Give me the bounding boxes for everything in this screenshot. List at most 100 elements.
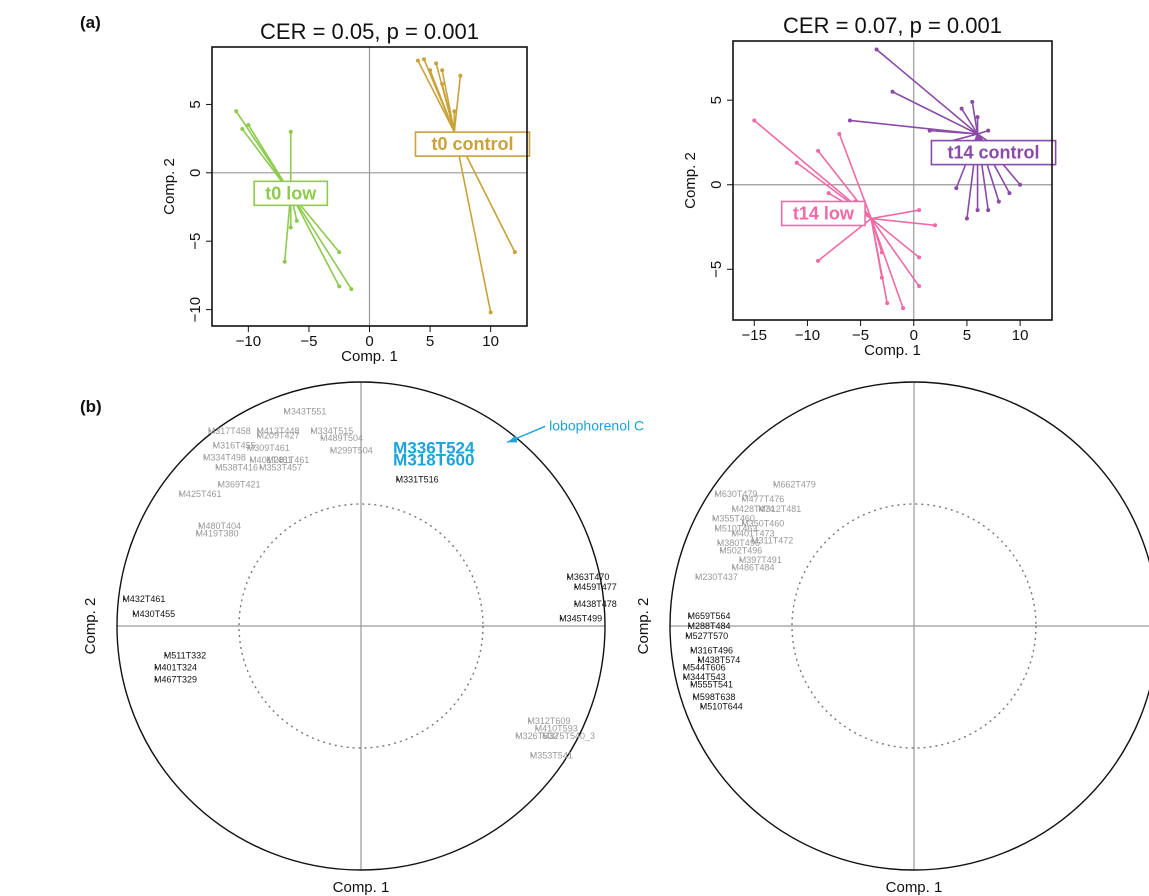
- variable-label-m401t461: M401T461: [249, 455, 292, 465]
- variable-label-m380t496: M380T496: [717, 538, 760, 548]
- t0-low-point: [234, 109, 239, 114]
- t14-control-star-ray: [876, 48, 979, 135]
- y-axis-label: Comp. 2: [682, 152, 699, 209]
- t0-control-star-ray: [453, 131, 492, 313]
- t14-control-label: t14 control: [948, 143, 1040, 163]
- variable-point-m331t516: [396, 478, 399, 481]
- variable-point-m316t455: [213, 444, 216, 447]
- variable-label-m630t479: M630T479: [714, 489, 757, 499]
- t14-low-point: [917, 208, 922, 213]
- variable-point-m480t404: [198, 524, 201, 527]
- t14-low-star-ray: [870, 218, 888, 304]
- variable-point-m438t478: [574, 603, 577, 606]
- t14-control-star-ray: [892, 91, 978, 135]
- variable-label-m510t644: M510T644: [700, 702, 743, 712]
- variable-point-m401t461: [250, 459, 253, 462]
- variable-label-m316t455: M316T455: [213, 440, 256, 450]
- variable-label-m375t540-3: M375T540_3: [542, 731, 595, 741]
- variable-label-m538t416: M538T416: [215, 462, 258, 472]
- t0-control-point: [512, 250, 517, 255]
- y-tick-label: −5: [187, 233, 204, 250]
- variable-label-m502t496: M502T496: [719, 545, 762, 555]
- t14-control-point: [954, 186, 959, 191]
- t14-control-point: [986, 128, 991, 133]
- variable-label-m343t551: M343T551: [283, 406, 326, 416]
- variable-label-m334t498: M334T498: [203, 453, 246, 463]
- variable-point-m230t437: [695, 576, 698, 579]
- t14-control-point: [1007, 191, 1012, 196]
- x-axis-label: Comp. 1: [341, 348, 398, 365]
- t14-low-point: [752, 118, 757, 123]
- variable-point-m281t461: [267, 459, 270, 462]
- outer-circle: [116, 381, 606, 871]
- variable-point-m401t324: [155, 666, 158, 669]
- variable-point-m489t504: [320, 437, 323, 440]
- variable-label-m309t461: M309T461: [247, 443, 290, 453]
- t14-control-point: [970, 99, 975, 104]
- variable-label-m555t541: M555T541: [690, 680, 733, 690]
- variable-point-m662t479: [773, 483, 776, 486]
- variable-label-m438t574: M438T574: [697, 655, 740, 665]
- variable-label-m312t481: M312T481: [758, 504, 801, 514]
- x-tick-label: −5: [852, 327, 869, 344]
- variable-point-m486t484: [732, 566, 735, 569]
- variable-label-m209t427: M209T427: [257, 431, 300, 441]
- x-tick-label: 5: [426, 333, 434, 350]
- variable-label-m510t463: M510T463: [714, 523, 757, 533]
- t14-control-point: [975, 208, 980, 213]
- t14-control-point: [986, 208, 991, 213]
- t14-control-point: [996, 199, 1001, 204]
- variable-label-m489t504: M489T504: [320, 433, 363, 443]
- t0-control-point: [434, 61, 439, 66]
- t14-low-star-ray: [870, 218, 920, 287]
- y-tick-label: −10: [187, 297, 204, 322]
- variable-point-m311t472: [751, 539, 754, 542]
- variable-point-m397t491: [739, 559, 742, 562]
- variable-label-m511t332: M511T332: [164, 650, 206, 660]
- variable-point-m510t463: [715, 527, 718, 530]
- t0-control-star-ray: [453, 75, 462, 132]
- y-tick-label: −5: [708, 261, 725, 278]
- variable-label-m430t455: M430T455: [132, 609, 175, 619]
- t14-low-star-ray: [838, 133, 872, 219]
- t14-low-point: [917, 255, 922, 260]
- variable-point-m430t455: [133, 612, 136, 615]
- variable-point-m419t380: [196, 532, 199, 535]
- t0-control-star-ray: [435, 63, 456, 132]
- variable-point-m353t541: [530, 754, 533, 757]
- variable-label-m459t477: M459T477: [574, 582, 617, 592]
- score-plot-t0: t0 low t0 control −10 −5 0 5 10 −10 −5 0 5 CER = 0.…: [161, 19, 531, 365]
- variable-label-m344t543: M344T543: [683, 672, 726, 682]
- x-tick-label: −10: [236, 333, 261, 350]
- variable-label-m281t461: M281T461: [266, 455, 309, 465]
- t14-low-point: [837, 132, 842, 136]
- variable-point-m413t448: [257, 429, 260, 432]
- variable-label-m336t524: M336T524: [393, 438, 475, 457]
- t0-low-point: [240, 127, 245, 132]
- t14-low-point: [816, 258, 821, 263]
- t0-low-label-box: [253, 180, 329, 207]
- x-tick-label: −15: [742, 327, 767, 344]
- variable-point-m511t332: [164, 654, 167, 657]
- y-tick-label: 5: [708, 96, 725, 104]
- x-axis-label: Comp. 1: [333, 879, 390, 896]
- t0-low-point: [337, 250, 342, 255]
- variable-point-m369t421: [218, 483, 221, 486]
- variable-label-m345t499: M345T499: [559, 614, 602, 624]
- variable-label-m288t484: M288T484: [688, 621, 731, 631]
- t14-low-label: t14 low: [793, 203, 855, 223]
- t14-low-point: [816, 148, 821, 153]
- x-tick-label: 10: [482, 333, 499, 350]
- x-axis-label: Comp. 1: [864, 342, 921, 359]
- t14-control-star-ray: [971, 101, 979, 135]
- t0-control-point: [415, 58, 420, 63]
- x-tick-label: 10: [1012, 327, 1029, 344]
- variable-point-m544t606: [683, 666, 686, 669]
- variable-point-m316t496: [690, 649, 693, 652]
- variable-label-m353t457: M353T457: [259, 462, 302, 472]
- t0-control-point: [422, 57, 427, 62]
- variable-label-m230t437: M230T437: [695, 572, 738, 582]
- variable-point-m343t551: [284, 410, 287, 413]
- variable-label-m355t460: M355T460: [712, 514, 755, 524]
- t0-control-point: [458, 73, 463, 78]
